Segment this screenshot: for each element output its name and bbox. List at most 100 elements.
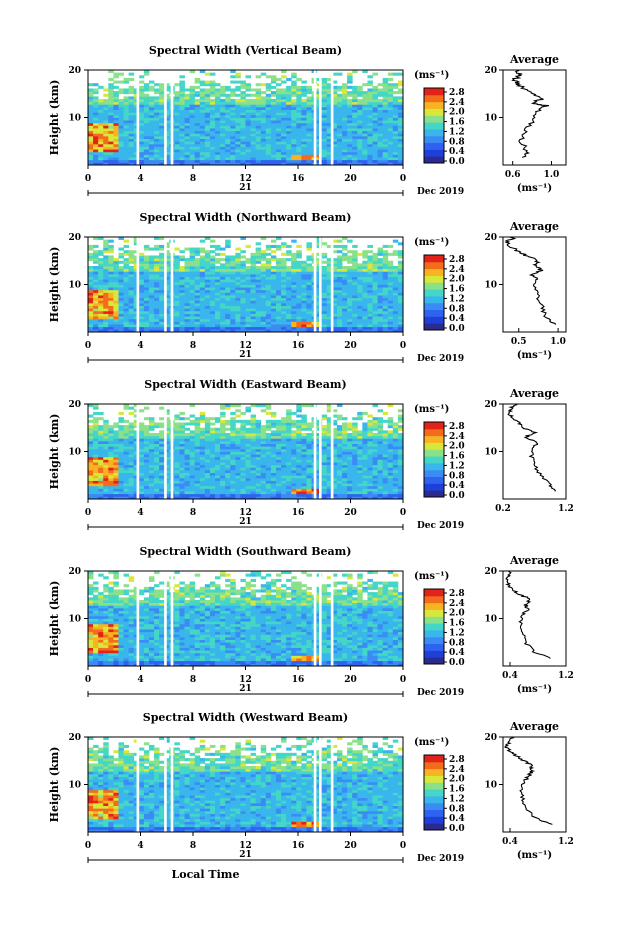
heatmap-cell: [230, 297, 236, 301]
heatmap-cell: [367, 146, 373, 150]
heatmap-cell: [331, 143, 338, 147]
heatmap-cell: [103, 443, 109, 447]
heatmap-cell: [235, 292, 241, 296]
heatmap-cell: [275, 273, 282, 277]
heatmap-cell: [123, 133, 130, 137]
heatmap-cell: [331, 266, 338, 270]
heatmap-cell: [93, 329, 99, 333]
heatmap-cell: [118, 157, 124, 161]
heatmap-cell: [372, 313, 378, 317]
heatmap-cell: [230, 273, 236, 277]
heatmap-cell: [392, 143, 399, 147]
heatmap-cell: [93, 459, 99, 463]
heatmap-cell: [397, 271, 404, 275]
heatmap-cell: [336, 138, 343, 142]
panel-3: Spectral Width (Eastward Beam)2010Height…: [48, 378, 574, 531]
heatmap-cell: [103, 321, 109, 325]
heatmap-cell: [138, 329, 145, 333]
heatmap-cell: [306, 300, 312, 304]
heatmap-cell: [245, 101, 251, 105]
heatmap-cell: [260, 488, 267, 492]
heatmap-cell: [235, 475, 241, 479]
heatmap-cell: [362, 130, 368, 134]
heatmap-cell: [194, 101, 201, 105]
heatmap-cell: [377, 281, 384, 285]
heatmap-cell: [372, 324, 378, 328]
heatmap-cell: [189, 404, 196, 408]
heatmap-cell: [362, 96, 368, 100]
heatmap-cell: [220, 258, 226, 262]
heatmap-cell: [194, 477, 201, 481]
heatmap-cell: [103, 101, 109, 105]
heatmap-cell: [372, 146, 378, 150]
heatmap-cell: [118, 464, 124, 468]
heatmap-cell: [225, 324, 231, 328]
heatmap-cell: [275, 128, 282, 132]
heatmap-cell: [397, 324, 404, 328]
heatmap-cell: [336, 149, 343, 153]
heatmap-cell: [377, 122, 384, 126]
heatmap-cell: [199, 313, 206, 317]
heatmap-cell: [164, 117, 170, 121]
heatmap-cell: [123, 433, 130, 437]
heatmap-cell: [336, 316, 343, 320]
heatmap-cell: [225, 308, 231, 312]
heatmap-cell: [103, 438, 109, 442]
heatmap-cell: [250, 414, 257, 418]
x-tick-label: 8: [190, 174, 196, 184]
heatmap-cell: [331, 112, 338, 116]
heatmap-cell: [281, 138, 287, 142]
heatmap-cell: [108, 271, 114, 275]
heatmap-cell: [138, 266, 145, 270]
heatmap-cell: [179, 135, 185, 140]
heatmap-cell: [347, 313, 353, 317]
heatmap-cell: [260, 154, 267, 158]
heatmap-cell: [98, 281, 104, 285]
heatmap-cell: [209, 469, 216, 474]
heatmap-cell: [286, 101, 292, 105]
heatmap-cell: [164, 295, 170, 299]
heatmap-cell: [123, 88, 130, 92]
heatmap-cell: [281, 146, 287, 150]
heatmap-cell: [93, 114, 99, 118]
heatmap-cell: [199, 483, 206, 487]
heatmap-cell: [377, 302, 384, 307]
heatmap-cell: [326, 316, 333, 320]
heatmap-cell: [118, 477, 124, 481]
heatmap-cell: [225, 271, 231, 275]
heatmap-cell: [281, 128, 287, 132]
heatmap-cell: [392, 318, 399, 322]
heatmap-cell: [199, 414, 206, 418]
heatmap-cell: [209, 287, 216, 291]
heatmap-cell: [148, 151, 155, 155]
heatmap-cell: [235, 157, 241, 161]
heatmap-cell: [382, 279, 389, 283]
heatmap-cell: [209, 308, 216, 312]
heatmap-cell: [209, 310, 216, 314]
heatmap-cell: [194, 425, 201, 429]
heatmap-cell: [143, 433, 150, 437]
heatmap-cell: [148, 321, 155, 325]
heatmap-cell: [199, 128, 206, 132]
heatmap-cell: [225, 114, 231, 118]
heatmap-cell: [372, 117, 378, 121]
heatmap-cell: [194, 117, 201, 121]
heatmap-cell: [98, 104, 104, 108]
heatmap-cell: [382, 310, 389, 314]
heatmap-cell: [189, 446, 196, 450]
heatmap-cell: [93, 135, 99, 140]
heatmap-cell: [281, 242, 287, 246]
heatmap-cell: [199, 125, 206, 129]
heatmap-cell: [123, 462, 130, 466]
heatmap-cell: [372, 289, 378, 293]
heatmap-cell: [179, 85, 185, 89]
heatmap-cell: [296, 271, 302, 275]
heatmap-cell: [103, 157, 109, 161]
heatmap-cell: [209, 281, 216, 285]
heatmap-cell: [143, 93, 150, 97]
heatmap-cell: [377, 138, 384, 142]
x-tick-label: 0: [85, 174, 91, 184]
heatmap-cell: [245, 284, 251, 288]
heatmap-cell: [336, 151, 343, 155]
heatmap-cell: [194, 112, 201, 116]
